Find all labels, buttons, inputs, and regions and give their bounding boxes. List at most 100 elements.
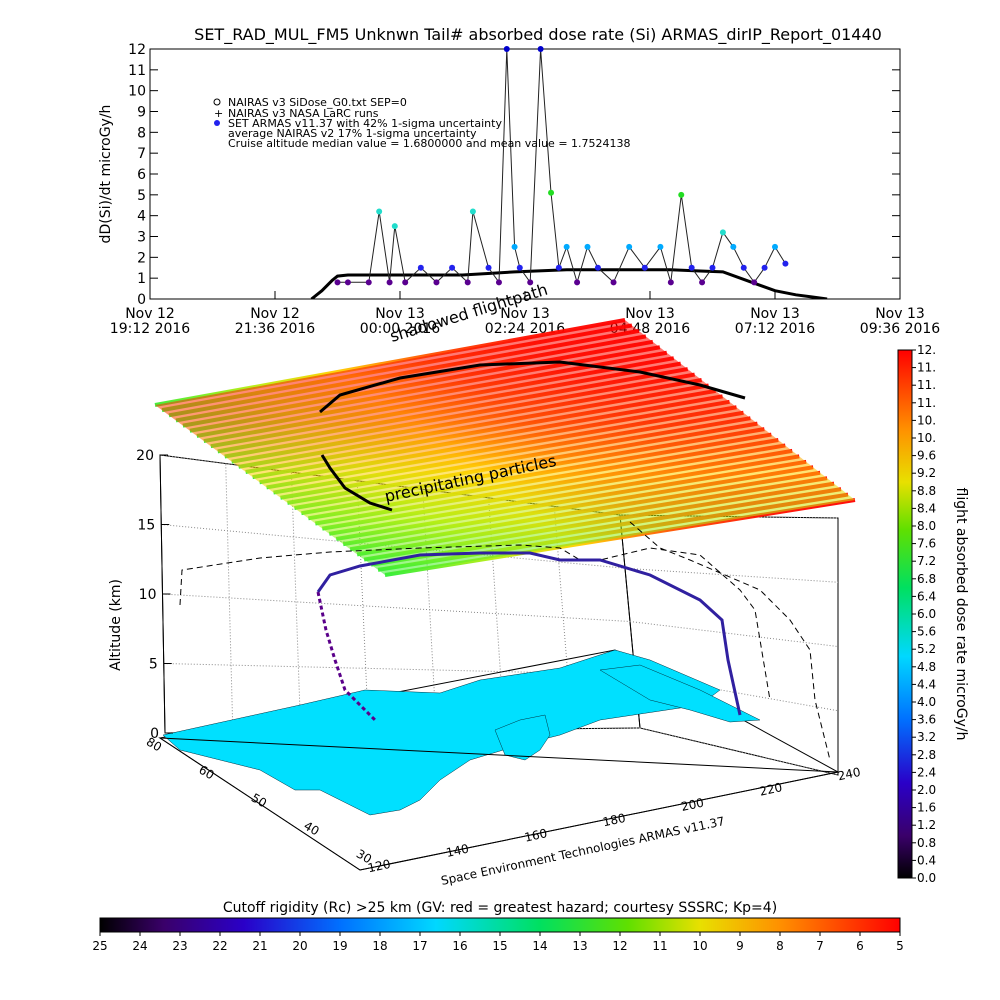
series-point [537,46,544,52]
latitude-tick-label: 50 [249,791,269,811]
y-tick-label: 10 [128,84,146,100]
rigidity-tick-label: 16 [452,939,467,953]
grid-line-back [162,593,631,622]
shadowed-flightpath-side [629,521,831,761]
rigidity-tick-label: 8 [776,939,784,953]
series-point [699,279,706,286]
series-point [772,243,778,250]
series-point [548,189,555,196]
series-point [751,279,758,286]
series-point [344,279,351,286]
y-tick-label: 11 [128,63,146,79]
dose-tick-label: 8.4 [917,501,936,515]
latitude-tick-label: 30 [354,847,374,867]
series-line-0 [310,268,828,299]
timeseries-ylabel: dD(Si)/dt microGy/h [98,105,114,244]
legend-entry-nairas-v2: average NAIRAS v2 17% 1-sigma uncertaint… [228,127,477,140]
rigidity-tick-label: 20 [292,939,307,953]
series-point [433,279,440,286]
series-point [511,243,518,250]
longitude-tick-label: 120 [367,857,392,875]
grid-line-side [624,567,839,583]
rigidity-colorbar: Cutoff rigidity (Rc) >25 km (GV: red = g… [92,900,903,953]
series-point [719,229,726,236]
legend-entry-set-armas: SET ARMAS v11.37 with 42% 1-sigma uncert… [228,117,502,130]
series-point [709,264,716,271]
landmass-alaska [599,664,761,723]
dose-tick-label: 1.6 [917,801,936,815]
dose-tick-label: 11. [917,378,936,392]
dose-sheet-fill [155,320,855,575]
flightpath-climb [316,591,377,722]
dose-tick-label: 0.4 [917,853,936,867]
legend-entry-cruise-median: Cruise altitude median value = 1.6800000… [228,137,631,150]
longitude-ticks: 120 140 160 180 200 220 240 [367,765,862,875]
rigidity-tick-label: 13 [572,939,587,953]
series-point [402,279,409,286]
rigidity-tick-label: 9 [736,939,744,953]
dose-tick-label: 2.0 [917,783,936,797]
series-point [516,264,523,271]
longitude-tick-label: 220 [758,780,783,798]
y-tick-label: 6 [137,167,146,183]
y-tick-label: 9 [137,105,146,121]
timeseries-legend: NAIRAS v3 SiDose_G0.txt SEP=0 NAIRAS v3 … [213,96,631,150]
latitude-tick-label: 80 [144,735,164,755]
series-point [503,46,510,52]
rigidity-tick-label: 15 [492,939,507,953]
x-tick-label-date: Nov 13 [625,306,675,322]
series-point [761,264,768,271]
longitude-tick-label: 180 [602,811,627,829]
series-line-1 [337,49,786,285]
rigidity-tick-label: 11 [652,939,667,953]
y-tick-label: 5 [137,188,146,204]
series-point [485,264,492,271]
latitude-ticks: 80 60 50 40 30 [144,735,374,867]
longitude-tick-label: 140 [445,842,470,860]
series-point [334,279,341,286]
timeseries-series [310,46,828,299]
legend-marker-dot [214,120,220,126]
legend-entry-nairas-v3-sidose: NAIRAS v3 SiDose_G0.txt SEP=0 [228,96,407,109]
dose-tick-label: 7.2 [917,554,936,568]
dose-tick-label: 4.0 [917,695,936,709]
altitude-label: Altitude (km) [108,579,124,671]
flightpath-descent [320,454,393,512]
dose-tick-label: 2.8 [917,748,936,762]
dose-tick-label: 4.8 [917,660,936,674]
rigidity-tick-label: 23 [172,939,187,953]
grid-line-back [163,663,636,676]
x-tick-label-date: Nov 13 [375,306,425,322]
dose-tick-label: 11. [917,396,936,410]
series-point [555,264,562,271]
series-point [610,279,617,286]
rigidity-tick-label: 19 [332,939,347,953]
dose-tick-label: 10. [917,431,936,445]
rigidity-tick-label: 18 [372,939,387,953]
dose-tick-label: 6.4 [917,589,936,603]
x-tick-label-date: Nov 13 [500,306,550,322]
x-tick-label-date: Nov 12 [125,306,175,322]
dose-tick-label: 3.6 [917,713,936,727]
dose-tick-label: 8.0 [917,519,936,533]
series-point [527,279,534,286]
rigidity-tick-label: 21 [252,939,267,953]
series-point [574,279,581,286]
latitude-tick-label: 60 [196,763,216,783]
dose-tick-label: 12. [917,343,936,357]
x-tick-label-time: 07:12 2016 [735,321,816,337]
series-point [626,243,633,250]
altitude-tick-label: 20 [136,448,154,464]
altitude-tick-label: 10 [139,587,157,603]
y-tick-label: 4 [137,209,146,225]
dose-tick-label: 11. [917,361,936,375]
x-tick-label-date: Nov 13 [875,306,925,322]
grid-line-vertical [553,506,573,729]
figure-title: SET_RAD_MUL_FM5 Unknwn Tail# absorbed do… [194,25,882,45]
series-point [678,191,685,198]
longitude-tick-label: 240 [837,765,862,783]
rigidity-colorbar-label: Cutoff rigidity (Rc) >25 km (GV: red = g… [223,900,777,916]
